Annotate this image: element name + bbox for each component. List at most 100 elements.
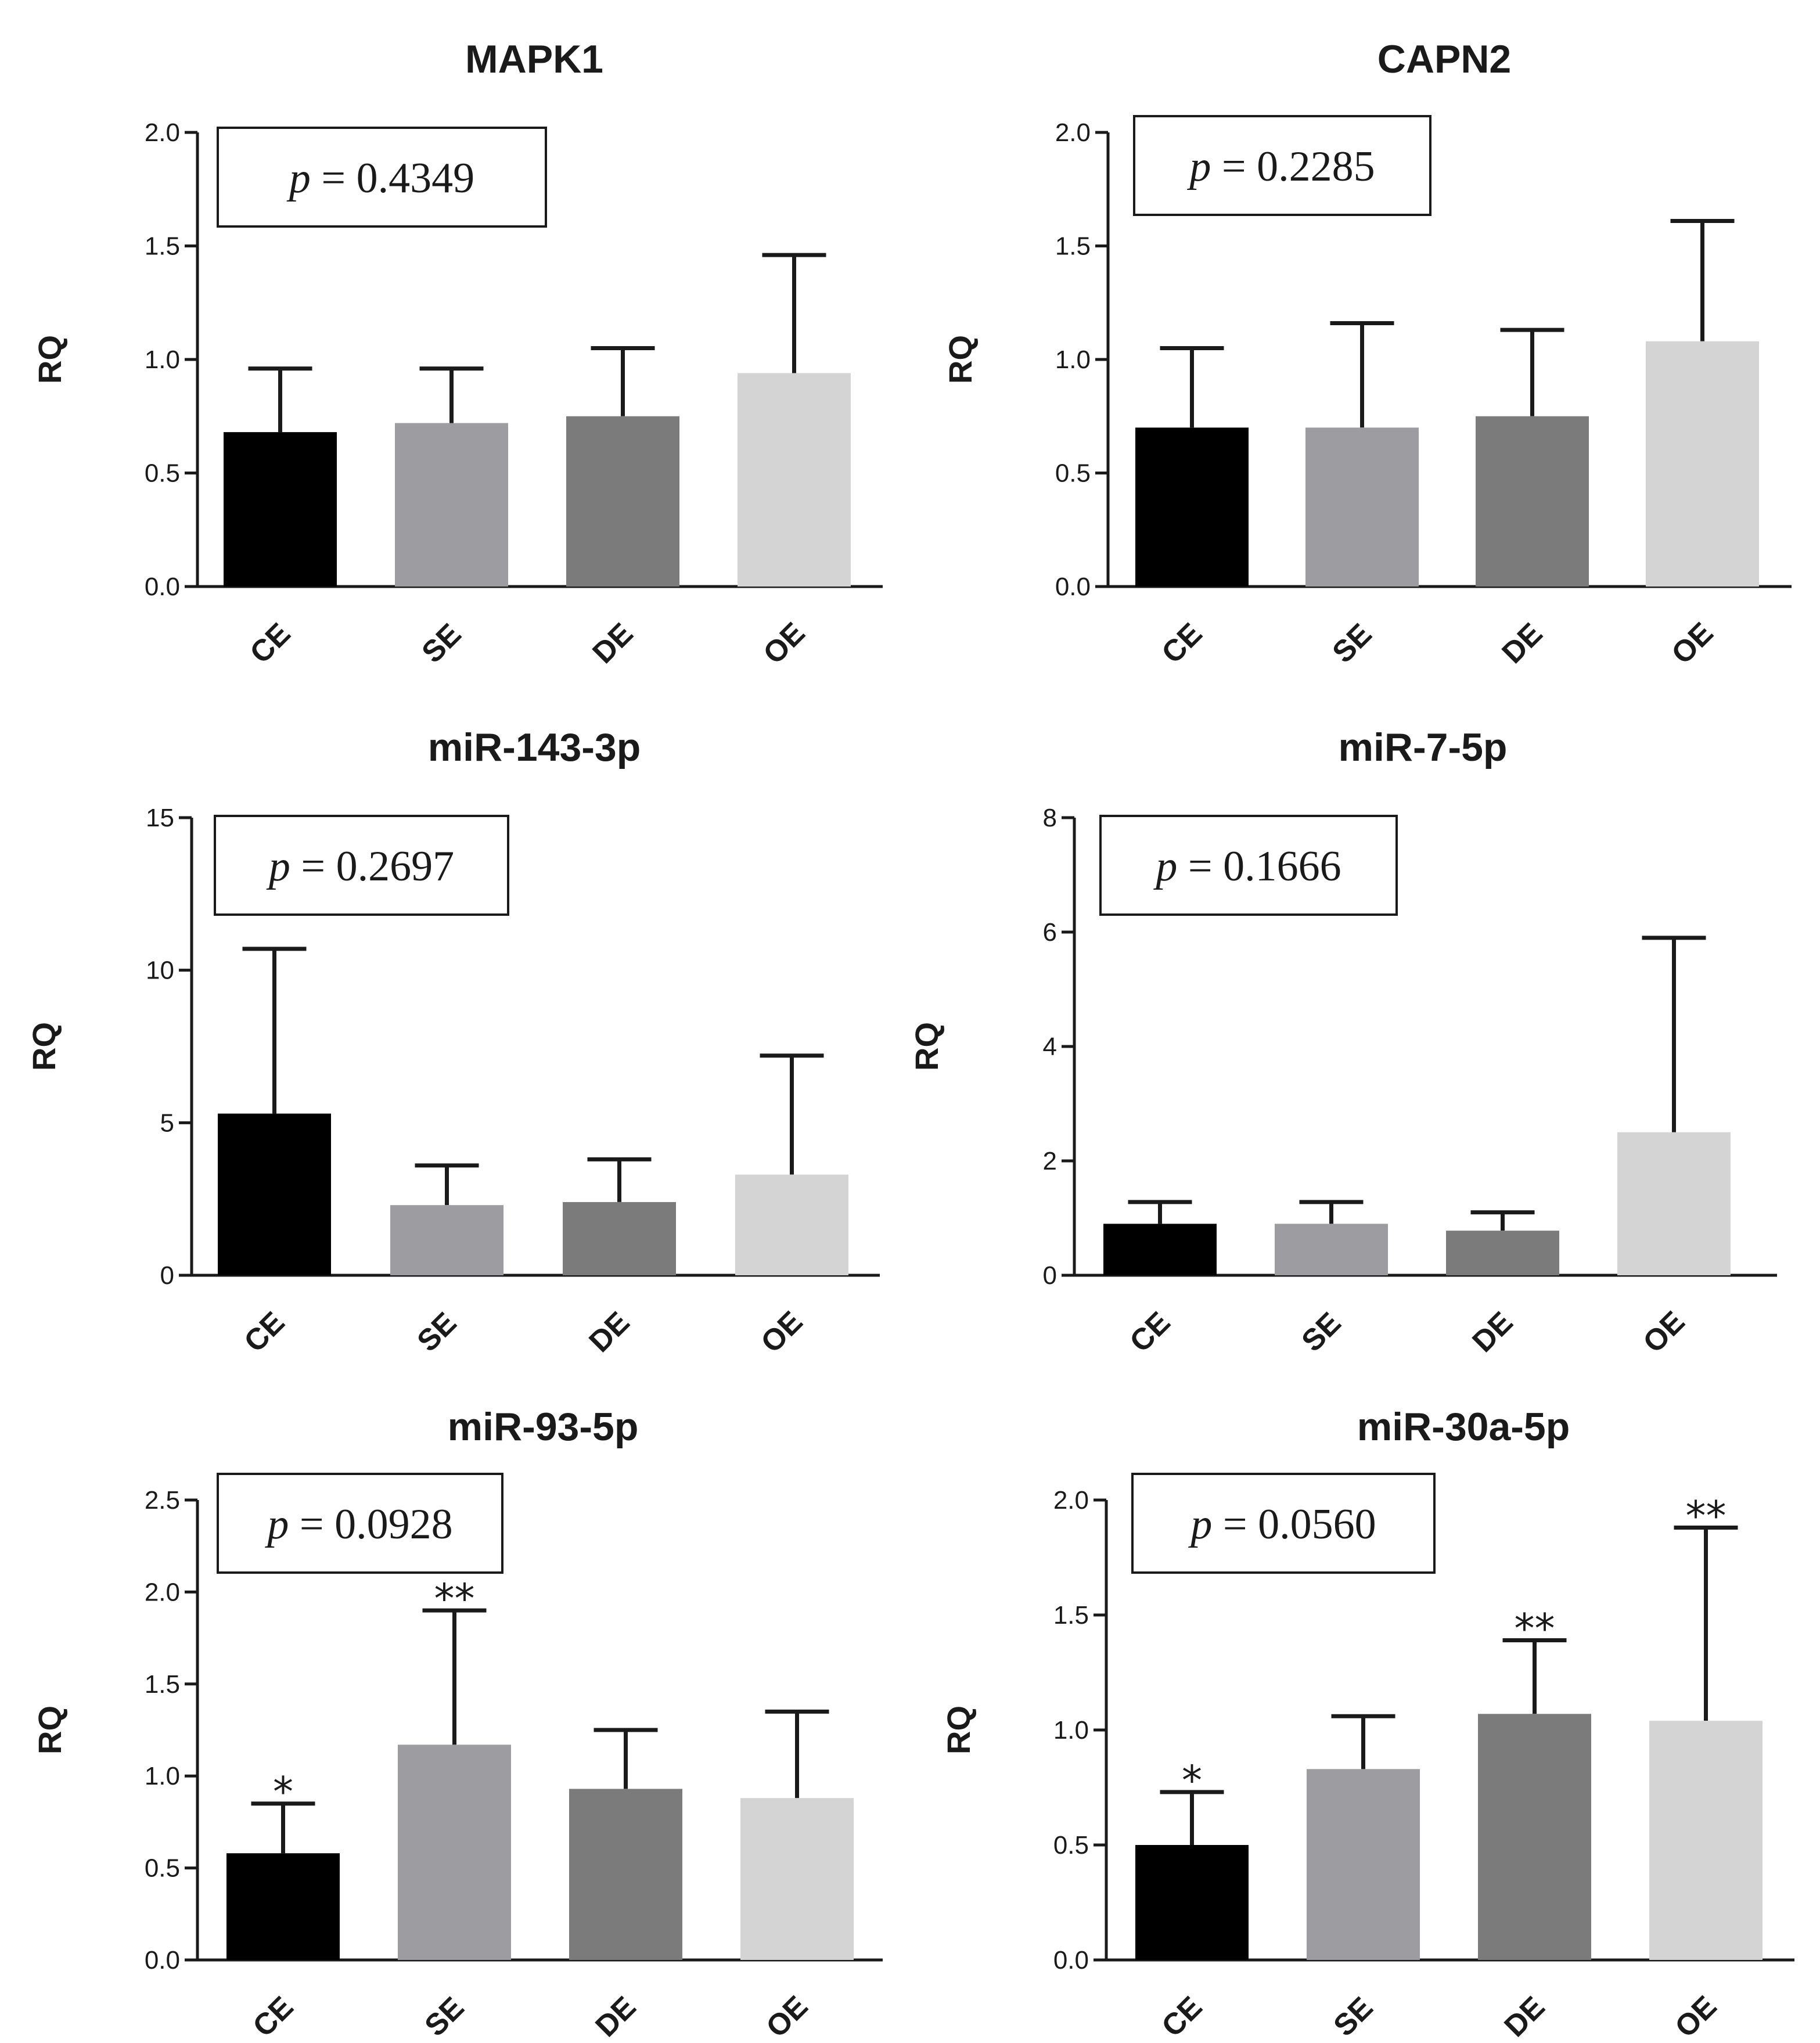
- y-tick-label: 15: [146, 804, 174, 832]
- bar-ce: [226, 1853, 340, 1960]
- bar-se: [395, 423, 508, 587]
- p-value-label: p = 0.1666: [1153, 843, 1341, 890]
- bar-ce: [1135, 427, 1249, 587]
- bar-se: [1275, 1224, 1388, 1275]
- y-tick-label: 1.0: [145, 1762, 180, 1790]
- y-tick-label: 0: [160, 1261, 174, 1290]
- x-tick-label: OE: [757, 616, 811, 671]
- x-tick-label: DE: [586, 617, 639, 670]
- y-tick-label: 0.0: [1053, 1946, 1089, 1974]
- bar-oe: [735, 1174, 848, 1275]
- y-axis-label: RQ: [942, 335, 979, 384]
- y-tick-label: 2.0: [145, 1578, 180, 1606]
- bar-se: [390, 1205, 503, 1275]
- y-tick-label: 1.5: [1053, 1601, 1089, 1630]
- y-tick-label: 4: [1043, 1033, 1057, 1061]
- bar-ce: [1135, 1845, 1249, 1960]
- y-tick-label: 2.5: [145, 1486, 180, 1515]
- y-tick-label: 0.5: [1055, 459, 1091, 488]
- p-value-box: [214, 815, 509, 916]
- x-tick-label: SE: [1326, 617, 1378, 670]
- x-tick-label: SE: [1295, 1306, 1347, 1358]
- y-tick-label: 0.0: [145, 1946, 180, 1974]
- chart-title: miR-30a-5p: [1357, 1405, 1570, 1449]
- chart-panel-1: CAPN2 RQ 0.0 0.5 1.0 1.5 2.0 CE SE DE OE p = 0.2285: [942, 37, 1792, 671]
- bar-se: [1305, 427, 1419, 587]
- p-value-text: = 0.2697: [290, 843, 454, 890]
- p-symbol: p: [1188, 1501, 1212, 1548]
- x-tick-label: DE: [582, 1305, 636, 1359]
- bar-oe: [738, 373, 851, 587]
- p-value-label: p = 0.2697: [266, 843, 454, 890]
- x-tick-label: CE: [238, 1305, 291, 1359]
- y-tick-label: 0.5: [145, 1854, 180, 1883]
- x-tick-label: OE: [1665, 616, 1720, 671]
- x-tick-label: DE: [1495, 617, 1549, 670]
- bar-oe: [1646, 341, 1759, 587]
- chart-title: CAPN2: [1377, 37, 1512, 81]
- significance-marker: *: [1182, 1757, 1202, 1804]
- y-tick-label: 1.5: [1055, 232, 1091, 261]
- bar-de: [566, 416, 679, 587]
- y-tick-label: 1.5: [145, 1670, 180, 1699]
- x-tick-label: SE: [418, 1991, 470, 2043]
- p-value-box: [1099, 815, 1398, 916]
- p-value-text: = 0.2285: [1211, 143, 1375, 190]
- bar-de: [1476, 416, 1589, 587]
- x-tick-label: SE: [1327, 1991, 1379, 2043]
- y-axis-label: RQ: [26, 1022, 62, 1071]
- bar-se: [398, 1745, 511, 1960]
- y-tick-label: 1.5: [145, 232, 180, 261]
- chart-panel-2: miR-143-3p RQ 0 5 10 15 CE SE DE OE p = 0.2697: [26, 725, 880, 1359]
- x-tick-label: CE: [243, 617, 297, 670]
- y-tick-label: 0.0: [1055, 573, 1091, 601]
- bar-ce: [218, 1113, 331, 1275]
- p-symbol: p: [264, 1501, 289, 1548]
- y-tick-label: 1.0: [1055, 346, 1091, 374]
- chart-title: MAPK1: [465, 37, 603, 81]
- x-tick-label: DE: [1466, 1305, 1519, 1359]
- p-value-label: p = 0.4349: [286, 154, 474, 202]
- y-tick-label: 0.5: [1053, 1831, 1089, 1859]
- bar-oe: [740, 1798, 854, 1960]
- x-tick-label: OE: [754, 1305, 809, 1359]
- y-tick-label: 6: [1043, 918, 1057, 947]
- y-tick-label: 2.0: [1053, 1486, 1089, 1515]
- bar-oe: [1617, 1132, 1731, 1275]
- p-value-text: = 0.4349: [311, 154, 474, 202]
- bar-de: [569, 1789, 682, 1960]
- chart-title: miR-7-5p: [1339, 725, 1508, 769]
- x-tick-label: OE: [1636, 1305, 1691, 1359]
- y-tick-label: 1.0: [1053, 1716, 1089, 1745]
- chart-panel-0: MAPK1 RQ 0.0 0.5 1.0 1.5 2.0 CE SE DE OE p = 0.4349: [31, 37, 883, 671]
- p-value-box: [217, 1473, 503, 1574]
- bar-de: [563, 1202, 676, 1275]
- p-value-text: = 0.0560: [1212, 1501, 1376, 1548]
- x-tick-label: DE: [1498, 1990, 1551, 2043]
- y-tick-label: 0.0: [145, 573, 180, 601]
- y-tick-label: 2.0: [1055, 118, 1091, 147]
- p-value-box: [1133, 115, 1431, 216]
- x-tick-label: CE: [1123, 1305, 1177, 1359]
- significance-marker: **: [434, 1575, 475, 1623]
- x-tick-label: CE: [1155, 1990, 1208, 2043]
- y-tick-label: 0.5: [145, 459, 180, 488]
- chart-title: miR-93-5p: [448, 1405, 639, 1449]
- y-tick-label: 10: [146, 956, 174, 985]
- x-tick-label: SE: [411, 1306, 463, 1358]
- p-value-label: p = 0.2285: [1186, 143, 1375, 190]
- chart-panel-3: miR-7-5p RQ 0 2 4 6 8 CE SE DE OE p = 0.1666: [908, 725, 1777, 1359]
- significance-marker: *: [273, 1768, 293, 1816]
- chart-panel-5: miR-30a-5p RQ 0.0 0.5 1.0 1.5 2.0 CE * SE DE ** OE **…: [940, 1405, 1794, 2043]
- significance-marker: **: [1515, 1605, 1555, 1653]
- x-tick-label: CE: [1155, 617, 1208, 670]
- p-symbol: p: [1153, 843, 1177, 890]
- p-symbol: p: [1186, 143, 1211, 190]
- significance-marker: **: [1686, 1492, 1727, 1540]
- p-symbol: p: [286, 154, 311, 202]
- x-tick-label: OE: [1668, 1990, 1723, 2043]
- bar-de: [1446, 1231, 1559, 1275]
- p-value-text: = 0.0928: [289, 1501, 452, 1548]
- y-axis-label: RQ: [31, 335, 68, 384]
